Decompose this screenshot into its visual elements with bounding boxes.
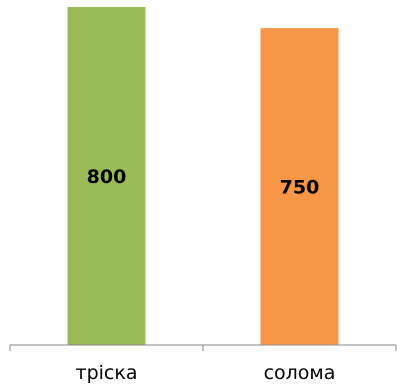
data-label-2: 750 xyxy=(280,177,320,199)
data-label-1: 800 xyxy=(87,166,127,188)
bar-1 xyxy=(67,7,146,345)
category-label-2: солома xyxy=(264,362,336,384)
x-axis-ticks xyxy=(9,345,397,351)
bar-2 xyxy=(260,28,339,345)
bars-group xyxy=(67,7,339,345)
labels-group: 800 тріска 750 солома xyxy=(76,166,336,384)
category-label-1: тріска xyxy=(76,362,138,384)
